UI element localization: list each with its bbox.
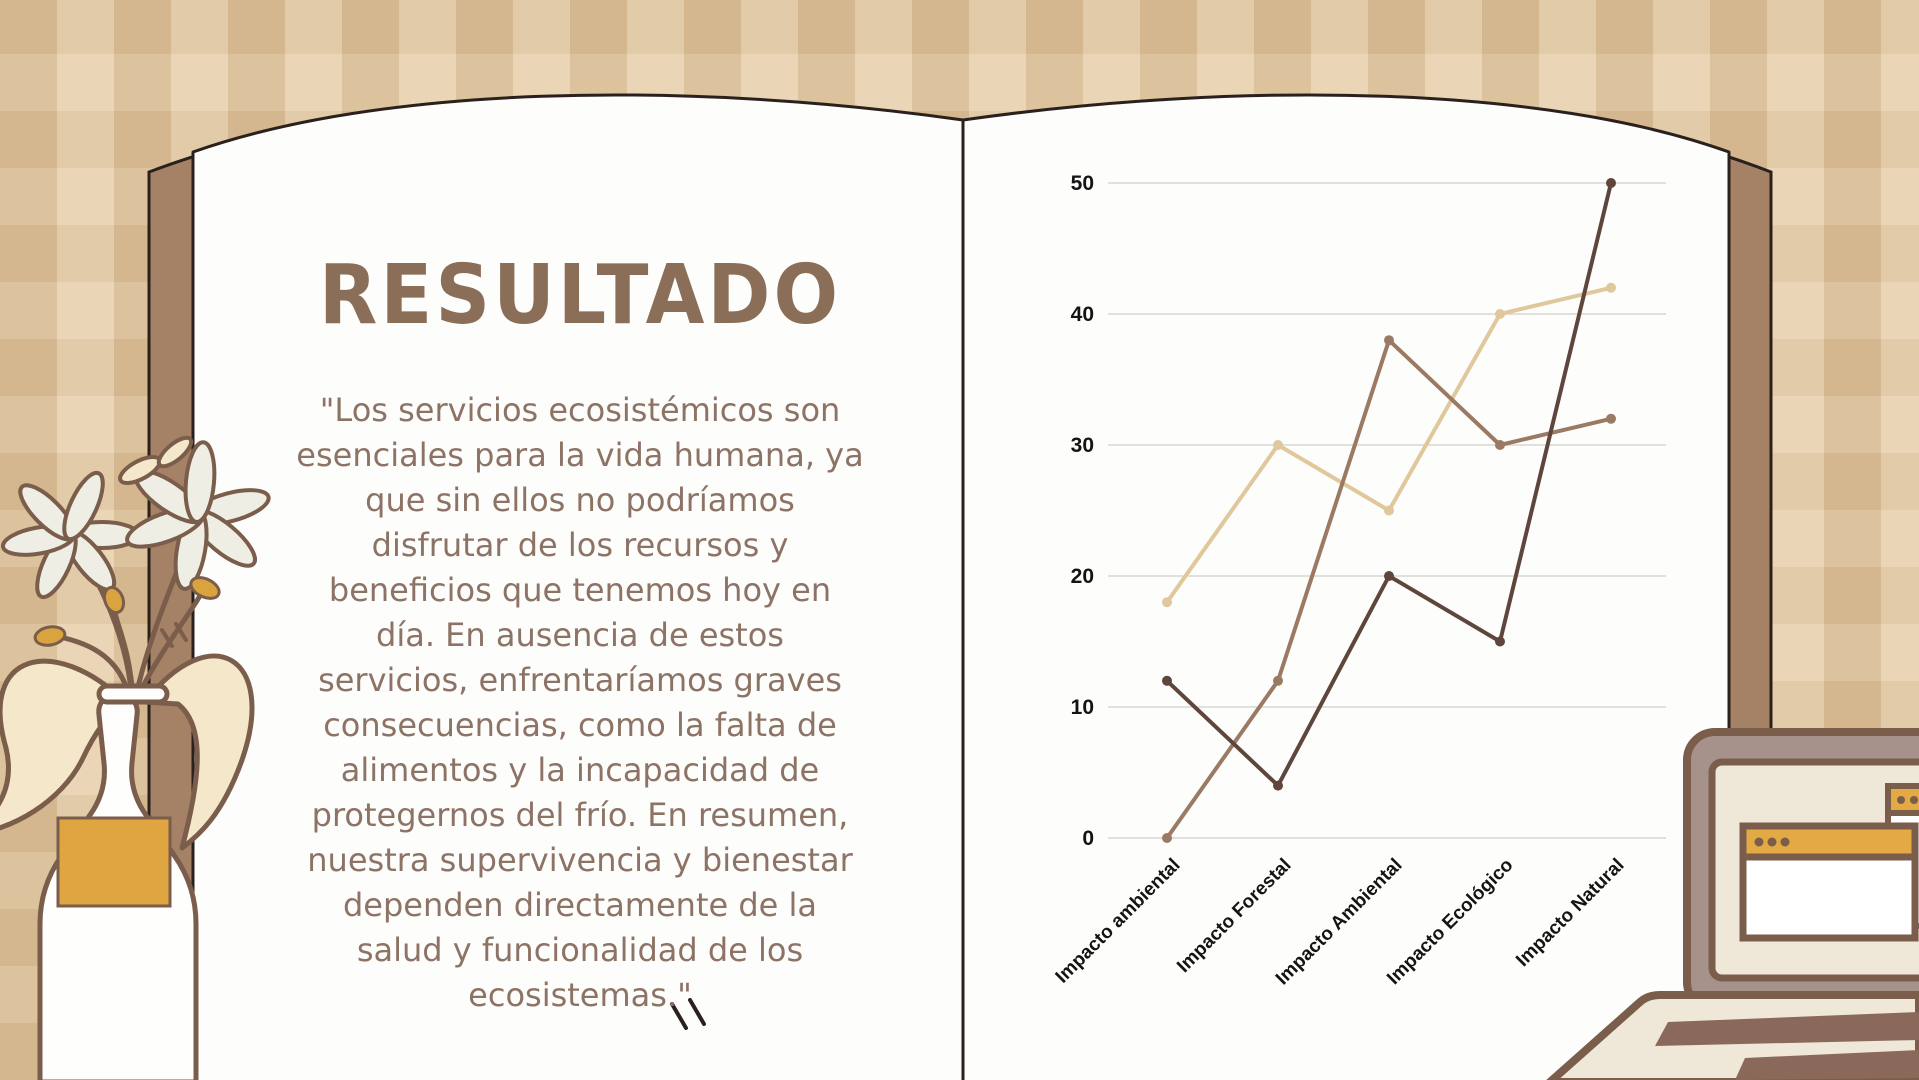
browser-window-front	[1739, 822, 1919, 942]
y-axis-tick-label: 10	[1071, 696, 1094, 719]
data-point-tan	[1162, 597, 1172, 608]
right-page	[961, 93, 1731, 1080]
drooping-leaf-right	[142, 653, 255, 851]
data-point-medium-brown	[1495, 440, 1505, 450]
data-point-medium-brown	[1273, 675, 1283, 686]
y-axis-tick-label: 50	[1071, 172, 1094, 195]
data-point-tan	[1606, 282, 1616, 293]
vase-rim	[96, 683, 170, 705]
data-point-tan	[1384, 505, 1394, 516]
daisy-flower-right	[125, 440, 271, 591]
page-accent-marks	[670, 998, 706, 1030]
laptop-trackpad-bar	[1735, 1050, 1919, 1080]
small-cream-leaves	[118, 435, 194, 486]
y-axis-tick-label: 30	[1071, 434, 1094, 457]
leaf-accent-marks	[160, 622, 188, 648]
left-page	[191, 93, 965, 1080]
laptop-illustration	[1546, 728, 1919, 1080]
y-axis-tick-label: 20	[1071, 565, 1094, 588]
y-axis-tick-label: 40	[1071, 303, 1094, 326]
data-point-medium-brown	[1606, 413, 1616, 424]
book-illustration	[147, 93, 1773, 1080]
y-axis-tick-label: 0	[1082, 827, 1094, 850]
vase-label	[56, 816, 172, 908]
data-point-dark-brown	[1384, 571, 1394, 581]
daisy-flower-left	[0, 470, 140, 600]
quote-paragraph: "Los servicios ecosistémicos son esencia…	[296, 391, 864, 1014]
data-point-dark-brown	[1495, 636, 1505, 647]
data-point-dark-brown	[1606, 178, 1616, 188]
data-point-dark-brown	[1162, 675, 1172, 686]
laptop-keyboard-bar	[1655, 1012, 1919, 1046]
data-point-dark-brown	[1273, 780, 1283, 791]
drooping-leaf-left	[0, 658, 128, 831]
data-point-tan	[1495, 309, 1505, 319]
yellow-buds	[33, 576, 221, 647]
data-point-medium-brown	[1384, 335, 1394, 346]
data-point-medium-brown	[1162, 833, 1172, 843]
flower-vase-illustration	[0, 435, 271, 1080]
data-point-tan	[1273, 440, 1283, 450]
page-title: RESULTADO	[318, 246, 842, 343]
